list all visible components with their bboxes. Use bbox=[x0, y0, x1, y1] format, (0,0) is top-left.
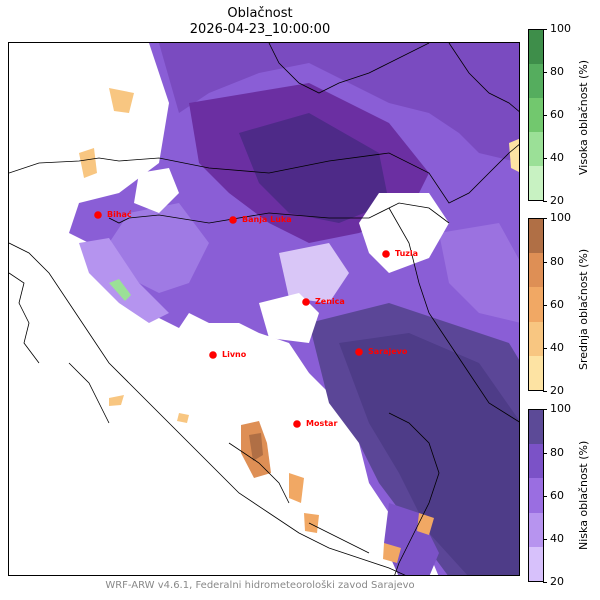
cb-mid-tick-60: 60 bbox=[543, 298, 564, 311]
city-label-mostar: Mostar bbox=[306, 419, 337, 428]
cb-high-tick-40: 40 bbox=[543, 151, 564, 164]
colorbar-high-seg-1 bbox=[529, 30, 543, 64]
city-zenica: Zenica bbox=[302, 297, 345, 306]
cb-high-tick-20: 20 bbox=[543, 194, 564, 207]
colorbar-mid-seg-4 bbox=[529, 321, 543, 356]
cb-low-tick-40: 40 bbox=[543, 532, 564, 545]
cb-high-label: Visoka oblačnost (%) bbox=[577, 59, 590, 175]
colorbar-high-seg-2 bbox=[529, 64, 543, 98]
cb-mid-label: Srednja oblačnost (%) bbox=[577, 248, 590, 370]
colorbar-low-seg-5 bbox=[529, 546, 543, 581]
cb-low-tick-100: 100 bbox=[543, 402, 571, 415]
cb-low-tick-20: 20 bbox=[543, 575, 564, 588]
footer-credit: WRF-ARW v4.6.1, Federalni hidrometeorolo… bbox=[105, 580, 415, 591]
cb-mid-tick-20: 20 bbox=[543, 384, 564, 397]
cb-mid-tick-80: 80 bbox=[543, 255, 564, 268]
high-cloud-layer bbox=[109, 279, 131, 301]
city-mostar: Mostar bbox=[293, 419, 337, 428]
colorbar-low bbox=[528, 409, 544, 582]
cb-high-tick-100: 100 bbox=[543, 22, 571, 35]
city-label-zenica: Zenica bbox=[315, 297, 345, 306]
colorbar-low-seg-3 bbox=[529, 478, 543, 513]
city-sarajevo: Sarajevo bbox=[355, 347, 408, 356]
cb-mid-tick-40: 40 bbox=[543, 341, 564, 354]
mid-cloud-layer bbox=[79, 88, 519, 563]
city-label-banja-luka: Banja Luka bbox=[242, 215, 292, 224]
colorbar-low-seg-1 bbox=[529, 410, 543, 445]
city-label-tuzla: Tuzla bbox=[395, 249, 418, 258]
colorbar-mid-seg-2 bbox=[529, 253, 543, 288]
cb-high-tick-80: 80 bbox=[543, 65, 564, 78]
cb-mid-tick-100: 100 bbox=[543, 211, 571, 224]
colorbar-mid-seg-1 bbox=[529, 219, 543, 254]
colorbar-high bbox=[528, 29, 544, 201]
colorbar-mid-seg-5 bbox=[529, 355, 543, 390]
city-label-bihac: Bihać bbox=[107, 209, 132, 219]
colorbar-low-seg-2 bbox=[529, 444, 543, 479]
city-bihac: Bihać bbox=[94, 209, 132, 219]
colorbar-low-seg-4 bbox=[529, 512, 543, 547]
colorbar-high-seg-3 bbox=[529, 98, 543, 132]
colorbar-mid bbox=[528, 218, 544, 391]
title-line-1: Oblačnost bbox=[227, 6, 293, 21]
city-label-livno: Livno bbox=[222, 350, 247, 359]
map-canvas: Bihać Banja Luka Tuzla Zenica Sarajevo L… bbox=[9, 43, 519, 575]
city-label-sarajevo: Sarajevo bbox=[368, 347, 408, 356]
city-banja-luka: Banja Luka bbox=[229, 215, 292, 224]
coastline-borders bbox=[9, 43, 519, 575]
chart-title: Oblačnost 2026-04-23_10:00:00 bbox=[0, 6, 520, 38]
map-panel: Bihać Banja Luka Tuzla Zenica Sarajevo L… bbox=[8, 42, 520, 576]
colorbar-high-seg-4 bbox=[529, 132, 543, 166]
city-tuzla: Tuzla bbox=[382, 249, 418, 258]
cb-high-tick-60: 60 bbox=[543, 108, 564, 121]
cb-low-tick-60: 60 bbox=[543, 489, 564, 502]
cb-low-label: Niska oblačnost (%) bbox=[577, 440, 590, 550]
cb-low-tick-80: 80 bbox=[543, 446, 564, 459]
low-cloud-layer bbox=[69, 43, 519, 575]
colorbar-high-seg-5 bbox=[529, 166, 543, 200]
colorbar-mid-seg-3 bbox=[529, 287, 543, 322]
city-markers: Bihać Banja Luka Tuzla Zenica Sarajevo L… bbox=[94, 209, 418, 428]
title-line-2: 2026-04-23_10:00:00 bbox=[189, 22, 331, 37]
city-livno: Livno bbox=[209, 350, 247, 359]
